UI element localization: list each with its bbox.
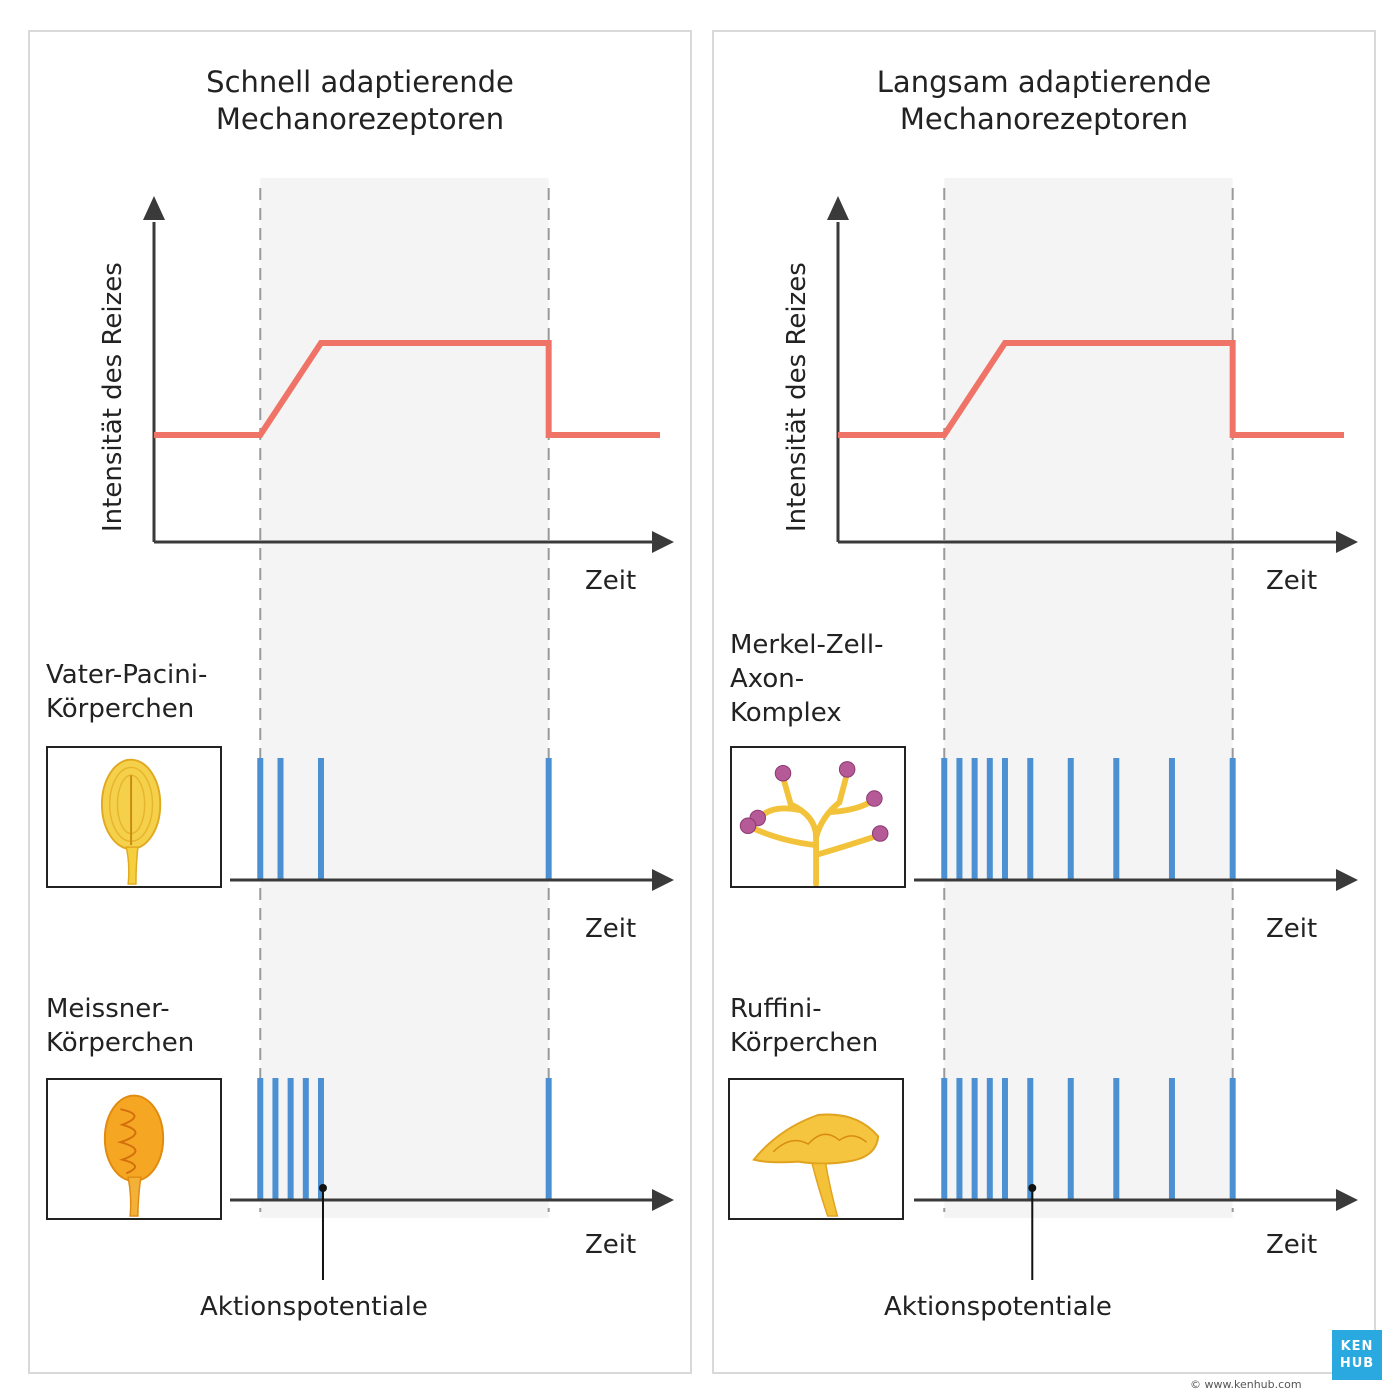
panel-title: Langsam adaptierende Mechanorezeptoren (876, 65, 1212, 136)
action-potential-spike (1229, 1078, 1236, 1200)
meissner-corpuscle-image (46, 1078, 222, 1220)
action-potential-spike (1001, 1078, 1008, 1200)
panel-title: Schnell adaptierende Mechanorezeptoren (206, 65, 514, 136)
receptor-label-merkel: Merkel-Zell- Axon- Komplex (730, 630, 884, 728)
ruffini-corpuscle-icon (752, 1113, 880, 1217)
panel-chart (827, 178, 1358, 1280)
spike-time-axis-arrow (1336, 1189, 1358, 1211)
action-potential-spike (317, 1078, 324, 1200)
action-potential-annotation: Aktionspotentiale (884, 1292, 1112, 1322)
action-potential-spike (941, 758, 948, 880)
action-potential-spike (1168, 758, 1175, 880)
x-axis-arrow (652, 531, 674, 553)
fast-adapting-panel: Schnell adaptierende Mechanorezeptoren I… (28, 30, 692, 1374)
logo-text-bottom: HUB (1339, 1356, 1375, 1371)
action-potential-spike (1027, 1078, 1034, 1200)
action-potential-spike (257, 1078, 264, 1200)
action-potential-spike (272, 1078, 279, 1200)
merkel-complex-icon (739, 761, 889, 886)
stimulus-window-shade (260, 178, 549, 1218)
action-potential-spike (1067, 1078, 1074, 1200)
logo-text-top: KEN (1340, 1339, 1374, 1354)
copyright-text: © www.kenhub.com (1190, 1378, 1302, 1391)
x-axis-label: Zeit (585, 566, 637, 596)
action-potential-spike (986, 1078, 993, 1200)
pacinian-corpuscle-icon (100, 758, 162, 885)
action-potential-spike (986, 758, 993, 880)
action-potential-annotation: Aktionspotentiale (200, 1292, 428, 1322)
action-potential-spike (1001, 758, 1008, 880)
stimulus-intensity-line (154, 340, 660, 438)
action-potential-spike (1168, 1078, 1175, 1200)
action-potential-spike (971, 1078, 978, 1200)
y-axis-arrow (827, 196, 849, 220)
receptor-label-meissner: Meissner- Körperchen (46, 994, 195, 1058)
action-potential-spike (277, 758, 284, 880)
ruffini-corpuscle-image (728, 1078, 904, 1220)
action-potential-spike (1113, 758, 1120, 880)
action-potential-spike (302, 1078, 309, 1200)
slow-adapting-panel: Langsam adaptierende Mechanorezeptoren I… (712, 30, 1376, 1374)
receptor-label-ruffini: Ruffini- Körperchen (730, 994, 879, 1058)
action-potential-spike (941, 1078, 948, 1200)
action-potential-spike (545, 1078, 552, 1200)
action-potential-spike (257, 758, 264, 880)
y-axis-label: Intensität des Reizes (782, 262, 812, 532)
x-axis-arrow (1336, 531, 1358, 553)
x-axis-label: Zeit (585, 1230, 637, 1260)
panel-chart (143, 178, 674, 1280)
action-potential-spike (1229, 758, 1236, 880)
x-axis-label: Zeit (1266, 1230, 1318, 1260)
spike-time-axis-arrow (1336, 869, 1358, 891)
action-potential-spike (1113, 1078, 1120, 1200)
action-potential-spike (317, 758, 324, 880)
pacinian-corpuscle-image (46, 746, 222, 888)
x-axis-label: Zeit (1266, 914, 1318, 944)
stimulus-window-shade (944, 178, 1233, 1218)
y-axis-label: Intensität des Reizes (98, 262, 128, 532)
action-potential-spike (287, 1078, 294, 1200)
x-axis-label: Zeit (585, 914, 637, 944)
spike-time-axis-arrow (652, 1189, 674, 1211)
y-axis-arrow (143, 196, 165, 220)
stimulus-intensity-line (838, 340, 1344, 438)
action-potential-spike (1067, 758, 1074, 880)
action-potential-spike (956, 1078, 963, 1200)
receptor-label-pacini: Vater-Pacini- Körperchen (46, 660, 208, 724)
action-potential-spike (971, 758, 978, 880)
action-potential-spike (956, 758, 963, 880)
merkel-complex-image (730, 746, 906, 888)
kenhub-logo: KEN HUB (1332, 1330, 1382, 1380)
action-potential-spike (545, 758, 552, 880)
spike-time-axis-arrow (652, 869, 674, 891)
action-potential-spike (1027, 758, 1034, 880)
meissner-corpuscle-icon (103, 1094, 165, 1217)
x-axis-label: Zeit (1266, 566, 1318, 596)
